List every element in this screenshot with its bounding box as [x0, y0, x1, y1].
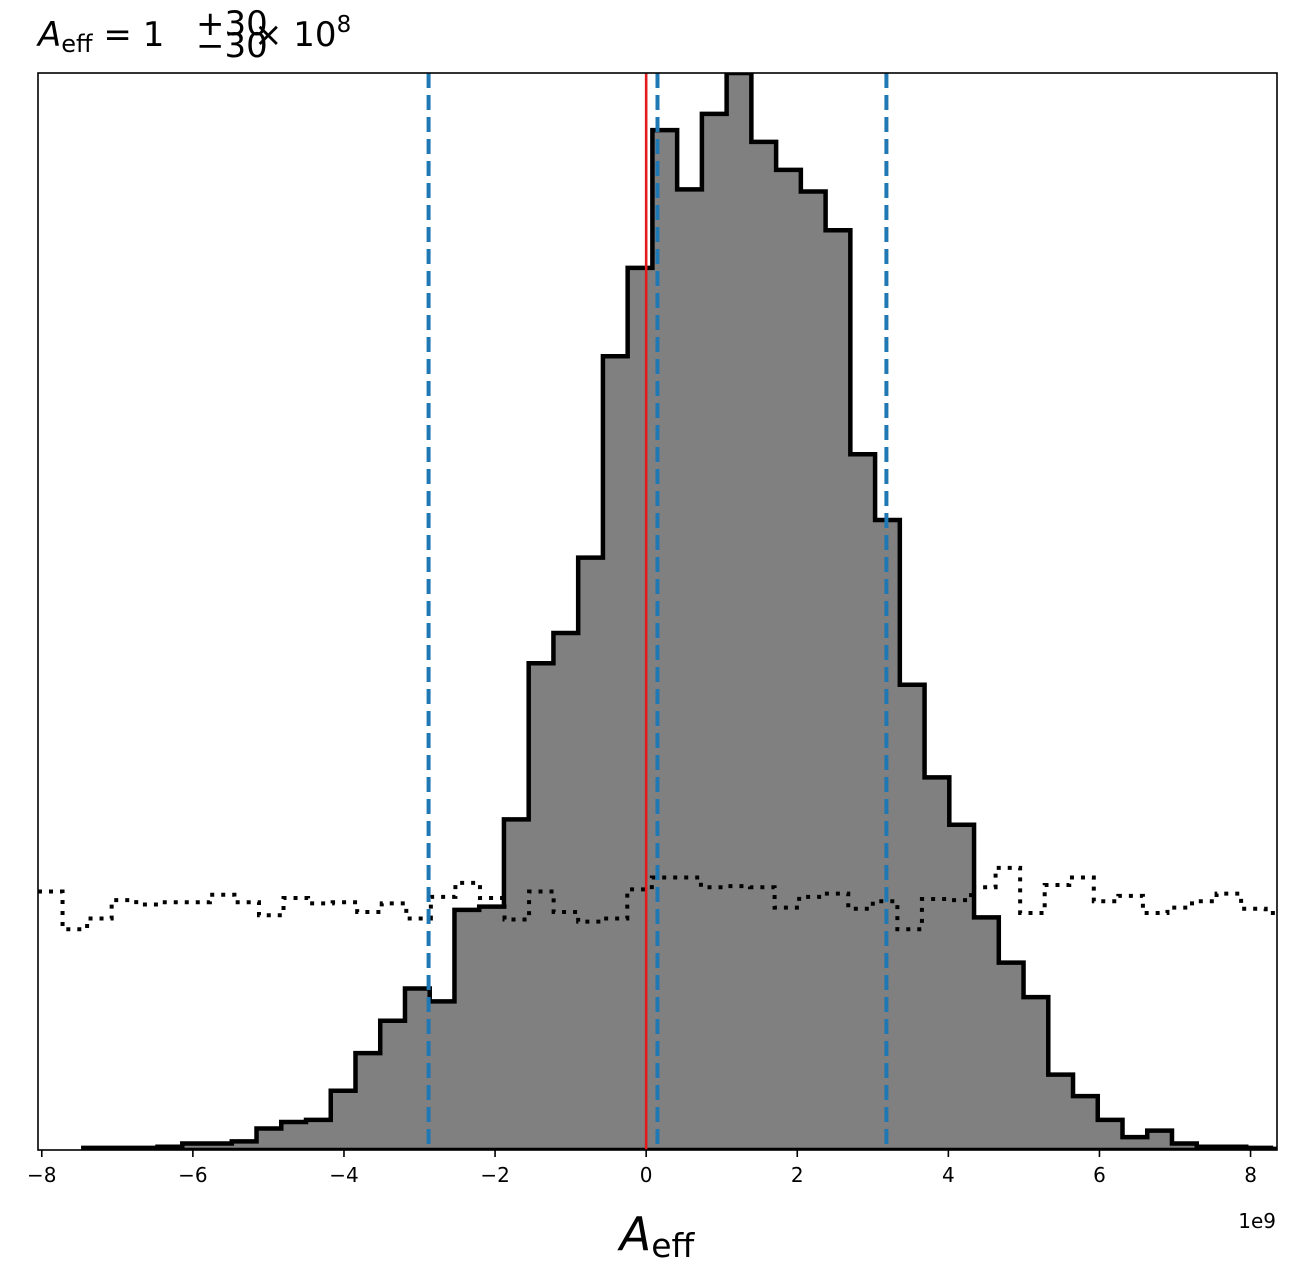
title-upper-error: +30 [196, 4, 268, 44]
x-tick-label: −4 [329, 1163, 358, 1187]
x-tick-label: 8 [1244, 1163, 1257, 1187]
axes-frame [37, 72, 1278, 1151]
title-scale: × 108 [254, 12, 351, 55]
x-offset-label: 1e9 [1238, 1209, 1276, 1233]
x-tick-label: 2 [791, 1163, 804, 1187]
plot-area [38, 73, 1277, 1150]
x-tick-label: 4 [942, 1163, 955, 1187]
x-tick-label: −2 [480, 1163, 509, 1187]
prior-histogram-line [38, 865, 1277, 932]
x-tick-label: 0 [640, 1163, 653, 1187]
x-axis-ticks: −8 −6 −4 −2 0 2 4 6 8 [27, 1150, 1257, 1187]
posterior-histogram-fill [83, 73, 1277, 1150]
x-tick-label: 6 [1093, 1163, 1106, 1187]
x-axis-label: Aeff [617, 1207, 696, 1265]
posterior-histogram-outline [81, 73, 1277, 1150]
reference-lines [426, 73, 889, 1150]
title-lower-error: −30 [196, 26, 268, 66]
chart-title: Aeff = 1 [36, 15, 164, 58]
x-tick-label: −8 [27, 1163, 56, 1187]
x-tick-label: −6 [178, 1163, 207, 1187]
